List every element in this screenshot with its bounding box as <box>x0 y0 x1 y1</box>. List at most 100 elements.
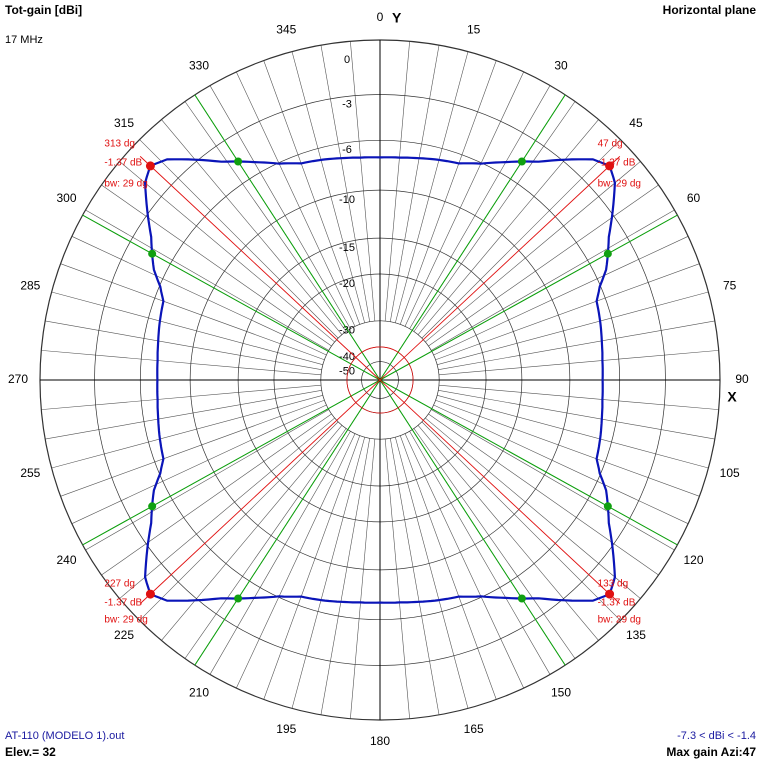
grid-spoke <box>384 41 410 322</box>
grid-spoke <box>417 425 599 641</box>
angle-label: 60 <box>687 191 701 205</box>
max-gain-value-label: -1.37 dB <box>598 598 636 609</box>
beamwidth-label: bw: 29 dg <box>598 615 641 626</box>
grid-spoke <box>41 350 322 376</box>
grid-spoke <box>409 85 551 329</box>
half-power-point <box>517 594 526 603</box>
grid-spoke <box>433 404 689 524</box>
grid-spoke <box>395 51 469 323</box>
angle-label: 270 <box>8 372 28 386</box>
grid-spoke <box>421 421 621 621</box>
axis-y-label: Y <box>392 10 402 26</box>
max-gain-line <box>139 156 381 381</box>
half-power-point <box>603 502 612 511</box>
radial-label: -6 <box>342 144 352 156</box>
angle-label: 180 <box>370 734 390 748</box>
max-azimuth-label: 227 dg <box>104 579 135 590</box>
grid-spoke <box>139 421 339 621</box>
grid-spoke <box>404 433 524 689</box>
radial-label: -3 <box>342 98 352 110</box>
max-gain-value-label: -1.37 dB <box>598 158 636 169</box>
angle-label: 255 <box>20 466 40 480</box>
angle-label: 195 <box>276 722 296 736</box>
grid-spoke <box>60 263 325 361</box>
angle-label: 345 <box>276 23 296 37</box>
max-azimuth-label: 313 dg <box>104 139 135 150</box>
angle-label: 15 <box>467 23 481 37</box>
radial-label: -30 <box>339 325 355 337</box>
angle-label: 300 <box>56 191 76 205</box>
gain-range: -7.3 < dBi < -1.4 <box>677 730 756 742</box>
grid-spoke <box>236 433 356 689</box>
angle-label: 330 <box>189 59 209 73</box>
angle-label: 120 <box>683 553 703 567</box>
frequency-label: 17 MHz <box>5 34 43 46</box>
angle-label: 90 <box>735 372 749 386</box>
grid-spoke <box>139 139 339 339</box>
grid-spoke <box>209 85 351 329</box>
plot-title: Tot-gain [dBi] <box>5 3 83 17</box>
plane-label: Horizontal plane <box>662 3 756 17</box>
center-marker-ring <box>346 346 414 414</box>
max-azimuth-label: 133 dg <box>598 579 629 590</box>
radial-label: -20 <box>339 278 355 290</box>
grid-spoke <box>395 437 469 709</box>
radial-label: -10 <box>339 194 355 206</box>
grid-spoke <box>320 438 371 715</box>
max-gain-line <box>139 379 381 604</box>
angle-label: 225 <box>114 628 134 642</box>
max-gain-label: Max gain Azi:47 <box>666 745 756 759</box>
grid-spoke <box>431 209 675 351</box>
grid-spoke <box>51 291 323 365</box>
max-gain-point <box>605 161 615 171</box>
grid-spoke <box>71 404 327 524</box>
half-power-point <box>234 157 243 166</box>
grid-spoke <box>389 438 440 715</box>
max-gain-value-label: -1.37 dB <box>104 158 142 169</box>
grid-spoke <box>291 437 365 709</box>
angle-label: 315 <box>114 116 134 130</box>
grid-spoke <box>85 209 329 351</box>
grid-spoke <box>421 139 621 339</box>
angle-label: 285 <box>20 278 40 292</box>
grid-spoke <box>438 384 719 410</box>
grid-spoke <box>433 236 689 356</box>
angle-label: 135 <box>626 628 646 642</box>
grid-spoke <box>438 350 719 376</box>
grid-spoke <box>417 119 599 335</box>
grid-spoke <box>438 320 715 371</box>
axis-x-label: X <box>727 389 737 405</box>
grid-spoke <box>435 399 700 497</box>
angle-label: 30 <box>554 59 568 73</box>
half-power-point <box>148 249 157 258</box>
angle-label: 210 <box>189 686 209 700</box>
angle-label: 45 <box>629 116 643 130</box>
grid-spoke <box>389 45 440 322</box>
max-gain-line <box>379 379 621 604</box>
angle-label: 105 <box>720 466 740 480</box>
elevation-label: Elev.= 32 <box>5 745 56 759</box>
grid-spoke <box>71 236 327 356</box>
radial-label: -15 <box>339 242 355 254</box>
grid-spoke <box>236 71 356 327</box>
grid-spoke <box>435 263 700 361</box>
grid-spoke <box>437 291 709 365</box>
angle-label: 75 <box>723 278 737 292</box>
grid-spoke <box>41 384 322 410</box>
grid-spoke <box>431 409 675 551</box>
angle-label: 240 <box>56 553 76 567</box>
max-azimuth-label: 47 dg <box>598 139 623 150</box>
max-gain-point <box>145 161 155 171</box>
grid-spoke <box>209 431 351 675</box>
grid-spoke <box>161 425 343 641</box>
grid-spoke <box>404 71 524 327</box>
grid-spoke <box>350 438 376 719</box>
file-name: AT-110 (MODELO 1).out <box>5 730 125 742</box>
grid-spoke <box>409 431 551 675</box>
grid-spoke <box>45 389 322 440</box>
grid-spoke <box>51 395 323 469</box>
grid-spoke <box>437 395 709 469</box>
radial-label: 0 <box>344 54 350 66</box>
